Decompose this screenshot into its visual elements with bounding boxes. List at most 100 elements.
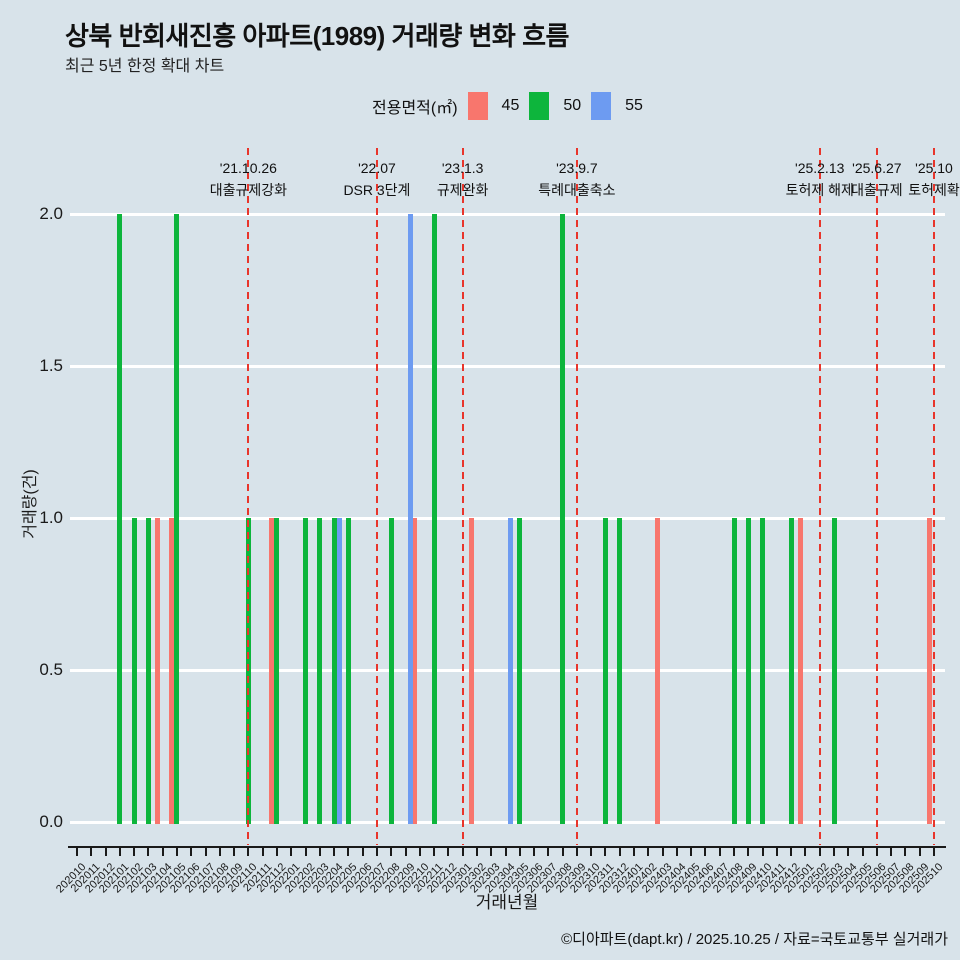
- annotation-label: 대출규제강화: [209, 182, 288, 198]
- bar-45-202302: [469, 518, 475, 824]
- bar-50-202312: [617, 518, 623, 824]
- bar-50-202103: [145, 518, 151, 824]
- bar-50-202105: [174, 214, 180, 824]
- legend: 전용면적(㎡) 45 50 55: [372, 92, 653, 120]
- annotation-date: '22.07: [358, 160, 396, 176]
- x-tick: [761, 847, 764, 856]
- x-tick: [418, 847, 421, 856]
- x-tick: [775, 847, 778, 856]
- x-tick: [361, 847, 364, 856]
- bar-45-202501: [797, 518, 803, 824]
- x-tick: [918, 847, 921, 856]
- x-tick: [647, 847, 650, 856]
- x-tick: [847, 847, 850, 856]
- gridline-1.5: [70, 364, 945, 368]
- bar-55-202204: [336, 518, 342, 824]
- x-tick: [733, 847, 736, 856]
- bar-50-202503: [831, 518, 837, 824]
- x-tick: [433, 847, 436, 856]
- x-axis-line: [68, 846, 946, 848]
- x-tick: [690, 847, 693, 856]
- annotation-date: '21.10.26: [219, 160, 277, 176]
- x-tick: [175, 847, 178, 856]
- bar-50-202408: [731, 518, 737, 824]
- x-tick: [533, 847, 536, 856]
- x-tick: [518, 847, 521, 856]
- x-tick: [390, 847, 393, 856]
- legend-swatch-45: [467, 92, 488, 120]
- x-tick: [347, 847, 350, 856]
- x-tick: [704, 847, 707, 856]
- x-tick: [804, 847, 807, 856]
- annotation-line-202207: [375, 148, 378, 845]
- x-tick: [904, 847, 907, 856]
- x-tick: [718, 847, 721, 856]
- gridline-1.0: [70, 516, 945, 520]
- bar-45-202510: [926, 518, 932, 824]
- x-tick: [633, 847, 636, 856]
- x-tick: [790, 847, 793, 856]
- bar-50-202410: [760, 518, 766, 824]
- annotation-line-202309: [575, 148, 578, 845]
- x-tick: [247, 847, 250, 856]
- x-tick: [118, 847, 121, 856]
- x-tick: [890, 847, 893, 856]
- bar-50-202305: [517, 518, 523, 824]
- bar-50-202311: [602, 518, 608, 824]
- y-tick-label: 0.5: [39, 660, 63, 679]
- x-tick: [590, 847, 593, 856]
- gridline-0.5: [70, 668, 945, 672]
- bar-45-202104: [155, 518, 161, 824]
- annotation-line-202301: [461, 148, 464, 845]
- bar-45-202112: [269, 518, 275, 824]
- x-tick: [404, 847, 407, 856]
- y-tick-label: 0.0: [39, 812, 63, 831]
- y-tick-label: 1.5: [39, 356, 63, 375]
- x-tick: [461, 847, 464, 856]
- x-tick: [204, 847, 207, 856]
- annotation-line-202110: [247, 148, 250, 845]
- y-tick-label: 2.0: [39, 204, 63, 223]
- x-axis-title: 거래년월: [475, 893, 539, 912]
- x-tick: [675, 847, 678, 856]
- x-tick: [133, 847, 136, 856]
- x-tick: [818, 847, 821, 856]
- annotation-date: '25.10: [915, 160, 953, 176]
- x-tick: [304, 847, 307, 856]
- legend-swatch-50: [529, 92, 550, 120]
- bar-50-202204: [331, 518, 337, 824]
- x-tick: [375, 847, 378, 856]
- x-tick: [233, 847, 236, 856]
- bar-45-202403: [655, 518, 661, 824]
- x-tick: [318, 847, 321, 856]
- x-tick: [475, 847, 478, 856]
- x-tick: [747, 847, 750, 856]
- x-tick: [147, 847, 150, 856]
- bar-50-202112: [274, 518, 280, 824]
- bar-50-202412: [788, 518, 794, 824]
- legend-item-45: 45: [467, 92, 519, 120]
- x-tick: [333, 847, 336, 856]
- annotation-line-202502: [818, 148, 821, 845]
- annotation-label: DSR 3단계: [343, 182, 411, 198]
- x-tick: [104, 847, 107, 856]
- x-tick: [661, 847, 664, 856]
- bar-50-202308: [560, 214, 566, 824]
- x-tick: [575, 847, 578, 856]
- annotation-label: 토허제 해제: [785, 182, 854, 198]
- bar-50-202208: [388, 518, 394, 824]
- annotation-label: 대출규제: [851, 182, 903, 198]
- x-tick: [561, 847, 564, 856]
- x-tick: [861, 847, 864, 856]
- y-axis-title: 거래량(건): [22, 469, 39, 539]
- annotation-date: '23.1.3: [441, 160, 484, 176]
- x-tick: [875, 847, 878, 856]
- x-tick: [547, 847, 550, 856]
- bar-50-202211: [431, 214, 437, 824]
- x-tick: [261, 847, 264, 856]
- chart-subtitle: 최근 5년 한정 확대 차트: [65, 58, 225, 75]
- legend-value: 55: [625, 97, 643, 114]
- annotation-date: '25.2.13: [795, 160, 845, 176]
- x-tick: [190, 847, 193, 856]
